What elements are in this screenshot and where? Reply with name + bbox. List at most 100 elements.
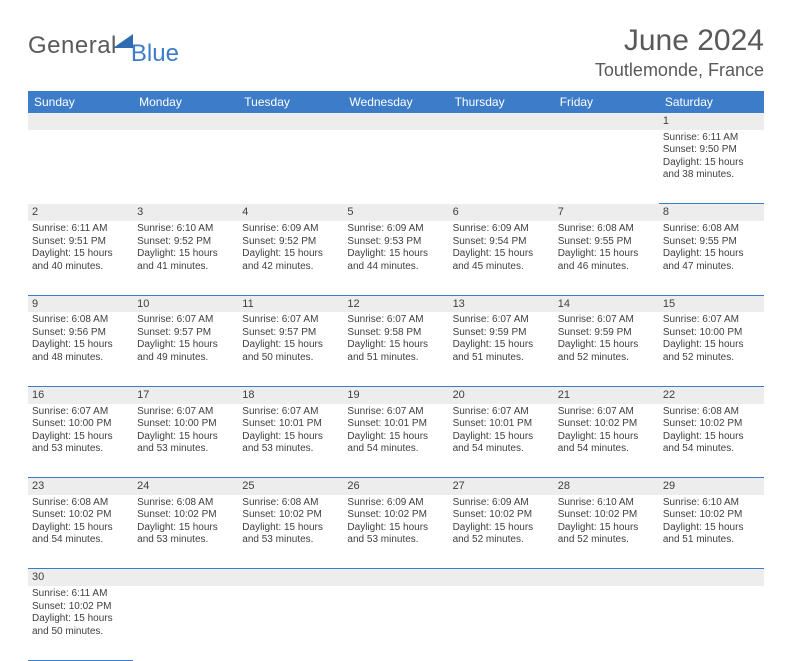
daylight-text-1: Daylight: 15 hours xyxy=(32,431,129,444)
calendar-cell: Sunrise: 6:10 AMSunset: 10:02 PMDaylight… xyxy=(554,495,659,569)
calendar-cell: Sunrise: 6:08 AMSunset: 10:02 PMDaylight… xyxy=(133,495,238,569)
day-number xyxy=(343,569,448,586)
day-number: 23 xyxy=(28,478,133,495)
day-number: 13 xyxy=(449,295,554,312)
daylight-text-2: and 51 minutes. xyxy=(453,352,550,365)
day-number xyxy=(449,113,554,130)
calendar-cell: Sunrise: 6:08 AMSunset: 10:02 PMDaylight… xyxy=(28,495,133,569)
calendar-cell: Sunrise: 6:08 AMSunset: 9:55 PMDaylight:… xyxy=(554,221,659,295)
day-number: 26 xyxy=(343,478,448,495)
calendar-cell: Sunrise: 6:10 AMSunset: 9:52 PMDaylight:… xyxy=(133,221,238,295)
calendar-cell xyxy=(449,586,554,660)
day-number: 5 xyxy=(343,204,448,221)
calendar-cell: Sunrise: 6:07 AMSunset: 9:58 PMDaylight:… xyxy=(343,312,448,386)
sunset-text: Sunset: 10:02 PM xyxy=(663,509,760,522)
sunrise-text: Sunrise: 6:08 AM xyxy=(32,497,129,510)
day-number: 18 xyxy=(238,386,343,403)
day-number: 28 xyxy=(554,478,659,495)
daylight-text-2: and 48 minutes. xyxy=(32,352,129,365)
day-number xyxy=(554,569,659,586)
day-header: Monday xyxy=(133,91,238,113)
day-number xyxy=(133,113,238,130)
day-number: 8 xyxy=(659,204,764,221)
day-number: 20 xyxy=(449,386,554,403)
daylight-text-2: and 52 minutes. xyxy=(558,352,655,365)
day-number: 17 xyxy=(133,386,238,403)
calendar-cell: Sunrise: 6:07 AMSunset: 10:00 PMDaylight… xyxy=(28,404,133,478)
sunset-text: Sunset: 10:02 PM xyxy=(663,418,760,431)
daylight-text-1: Daylight: 15 hours xyxy=(32,522,129,535)
daylight-text-1: Daylight: 15 hours xyxy=(242,522,339,535)
sunrise-text: Sunrise: 6:11 AM xyxy=(32,223,129,236)
sunset-text: Sunset: 9:58 PM xyxy=(347,327,444,340)
day-number: 27 xyxy=(449,478,554,495)
calendar-cell: Sunrise: 6:07 AMSunset: 9:57 PMDaylight:… xyxy=(133,312,238,386)
day-number: 2 xyxy=(28,204,133,221)
day-number xyxy=(343,113,448,130)
header: General Blue June 2024 Toutlemonde, Fran… xyxy=(28,24,764,81)
daylight-text-1: Daylight: 15 hours xyxy=(32,613,129,626)
sunset-text: Sunset: 10:01 PM xyxy=(242,418,339,431)
sunset-text: Sunset: 9:50 PM xyxy=(663,144,760,157)
calendar-cell xyxy=(133,130,238,204)
calendar-cell xyxy=(343,130,448,204)
daylight-text-2: and 52 minutes. xyxy=(663,352,760,365)
calendar-cell: Sunrise: 6:07 AMSunset: 10:00 PMDaylight… xyxy=(659,312,764,386)
calendar-cell: Sunrise: 6:07 AMSunset: 10:01 PMDaylight… xyxy=(343,404,448,478)
sunset-text: Sunset: 9:52 PM xyxy=(242,236,339,249)
daylight-text-1: Daylight: 15 hours xyxy=(347,431,444,444)
daylight-text-1: Daylight: 15 hours xyxy=(242,431,339,444)
sunrise-text: Sunrise: 6:07 AM xyxy=(453,314,550,327)
month-title: June 2024 xyxy=(595,24,764,58)
calendar-cell: Sunrise: 6:07 AMSunset: 9:59 PMDaylight:… xyxy=(449,312,554,386)
calendar-cell: Sunrise: 6:07 AMSunset: 10:02 PMDaylight… xyxy=(554,404,659,478)
calendar-cell: Sunrise: 6:07 AMSunset: 10:00 PMDaylight… xyxy=(133,404,238,478)
calendar-cell xyxy=(554,130,659,204)
sunrise-text: Sunrise: 6:10 AM xyxy=(137,223,234,236)
sunset-text: Sunset: 9:59 PM xyxy=(453,327,550,340)
daylight-text-1: Daylight: 15 hours xyxy=(663,248,760,261)
sunrise-text: Sunrise: 6:08 AM xyxy=(137,497,234,510)
daylight-text-2: and 54 minutes. xyxy=(453,443,550,456)
daylight-text-1: Daylight: 15 hours xyxy=(137,339,234,352)
calendar-cell: Sunrise: 6:09 AMSunset: 9:53 PMDaylight:… xyxy=(343,221,448,295)
daylight-text-1: Daylight: 15 hours xyxy=(32,339,129,352)
day-number: 7 xyxy=(554,204,659,221)
sunrise-text: Sunrise: 6:07 AM xyxy=(558,314,655,327)
daylight-text-1: Daylight: 15 hours xyxy=(453,431,550,444)
calendar-week-row: Sunrise: 6:11 AMSunset: 10:02 PMDaylight… xyxy=(28,586,764,660)
daylight-text-2: and 45 minutes. xyxy=(453,261,550,274)
day-header: Wednesday xyxy=(343,91,448,113)
calendar-cell: Sunrise: 6:08 AMSunset: 10:02 PMDaylight… xyxy=(238,495,343,569)
calendar-cell: Sunrise: 6:07 AMSunset: 10:01 PMDaylight… xyxy=(449,404,554,478)
calendar-cell: Sunrise: 6:09 AMSunset: 9:52 PMDaylight:… xyxy=(238,221,343,295)
sunset-text: Sunset: 10:00 PM xyxy=(32,418,129,431)
sunrise-text: Sunrise: 6:10 AM xyxy=(663,497,760,510)
sunset-text: Sunset: 10:01 PM xyxy=(453,418,550,431)
calendar-cell xyxy=(659,586,764,660)
daylight-text-1: Daylight: 15 hours xyxy=(32,248,129,261)
title-block: June 2024 Toutlemonde, France xyxy=(595,24,764,81)
sunrise-text: Sunrise: 6:07 AM xyxy=(137,406,234,419)
calendar-week-row: Sunrise: 6:07 AMSunset: 10:00 PMDaylight… xyxy=(28,404,764,478)
sunrise-text: Sunrise: 6:08 AM xyxy=(663,406,760,419)
calendar-cell: Sunrise: 6:09 AMSunset: 9:54 PMDaylight:… xyxy=(449,221,554,295)
calendar-cell: Sunrise: 6:07 AMSunset: 10:01 PMDaylight… xyxy=(238,404,343,478)
calendar-cell xyxy=(28,130,133,204)
day-number xyxy=(238,113,343,130)
day-number-row: 23242526272829 xyxy=(28,478,764,495)
sunset-text: Sunset: 10:02 PM xyxy=(558,418,655,431)
sunset-text: Sunset: 10:02 PM xyxy=(32,509,129,522)
calendar-cell: Sunrise: 6:09 AMSunset: 10:02 PMDaylight… xyxy=(343,495,448,569)
daylight-text-1: Daylight: 15 hours xyxy=(137,522,234,535)
daylight-text-2: and 40 minutes. xyxy=(32,261,129,274)
calendar-cell: Sunrise: 6:08 AMSunset: 10:02 PMDaylight… xyxy=(659,404,764,478)
sunrise-text: Sunrise: 6:09 AM xyxy=(347,223,444,236)
daylight-text-1: Daylight: 15 hours xyxy=(137,431,234,444)
sunset-text: Sunset: 9:57 PM xyxy=(242,327,339,340)
day-number-row: 9101112131415 xyxy=(28,295,764,312)
daylight-text-2: and 54 minutes. xyxy=(663,443,760,456)
day-number xyxy=(238,569,343,586)
day-number: 21 xyxy=(554,386,659,403)
daylight-text-2: and 50 minutes. xyxy=(242,352,339,365)
